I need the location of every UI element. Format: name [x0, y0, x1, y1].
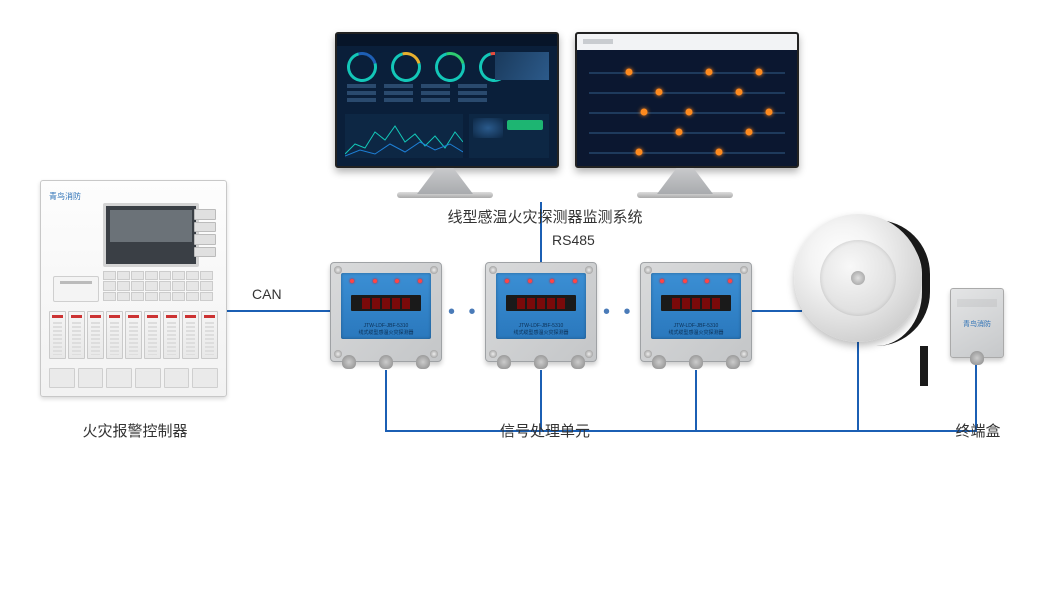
label-monitor-system: 线型感温火灾探测器监测系统 [420, 206, 670, 227]
controller-button-grid [103, 271, 213, 301]
label-rs485: RS485 [552, 232, 595, 248]
cable-reel [794, 214, 922, 342]
diagram-stage: • • • • • • 青鸟消防 [0, 0, 1056, 594]
controller-keys [194, 209, 216, 257]
controller-brand: 青鸟消防 [49, 191, 81, 202]
timeline-screen [577, 34, 797, 166]
controller-screen [103, 203, 199, 267]
conn-reel-down [857, 340, 859, 432]
fire-alarm-controller: 青鸟消防 [40, 180, 227, 397]
controller-printer [53, 276, 99, 302]
monitor-dashboard [335, 32, 555, 198]
conn-spu3-down [695, 370, 697, 432]
signal-processing-unit: JTW-LDF-JBF-5310线式缆型感温火灾探测器 [485, 262, 597, 362]
label-spu: 信号处理单元 [490, 420, 600, 441]
terminal-brand: 青鸟消防 [951, 319, 1003, 329]
label-can: CAN [252, 286, 282, 302]
dashboard-screen [337, 34, 557, 166]
label-terminal: 终端盒 [948, 420, 1008, 441]
controller-modules [49, 311, 218, 359]
conn-spu1-down [385, 370, 387, 432]
controller-footer [49, 368, 218, 388]
terminal-port [970, 351, 984, 365]
monitor-timeline [575, 32, 795, 198]
signal-processing-unit: JTW-LDF-JBF-5310线式缆型感温火灾探测器 [640, 262, 752, 362]
label-controller: 火灾报警控制器 [70, 420, 200, 441]
signal-processing-unit: JTW-LDF-JBF-5310线式缆型感温火灾探测器 [330, 262, 442, 362]
conn-bottom-bus [385, 430, 977, 432]
terminal-box: 青鸟消防 [950, 288, 1004, 358]
conn-panel-spu [225, 310, 330, 312]
